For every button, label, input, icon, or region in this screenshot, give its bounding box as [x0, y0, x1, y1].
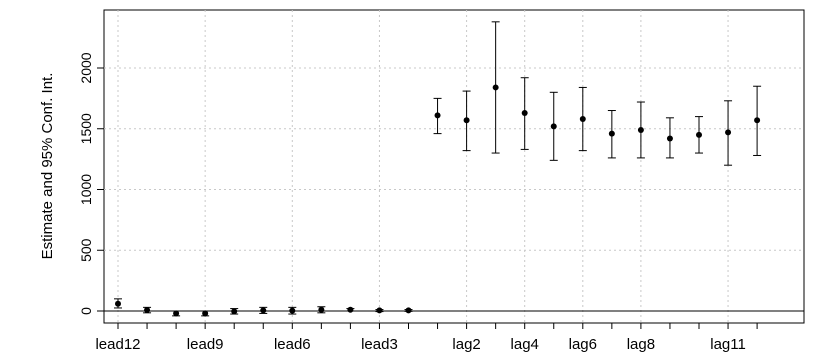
- x-tick-label: lead3: [361, 336, 398, 353]
- y-tick-label: 1000: [78, 174, 94, 205]
- x-tick-label: lag8: [627, 336, 655, 353]
- estimate-point: [579, 116, 586, 123]
- estimate-point: [231, 308, 238, 315]
- y-axis: 0 500 1000 1500 2000: [78, 52, 104, 315]
- estimate-point: [115, 300, 121, 307]
- estimate-point: [289, 307, 296, 314]
- estimate-point: [434, 112, 441, 119]
- x-tick-label: lag11: [710, 336, 746, 353]
- x-tick-label: lag2: [452, 336, 480, 353]
- x-tick-label: lead9: [187, 336, 224, 353]
- points: [115, 84, 761, 317]
- estimate-point: [260, 307, 267, 314]
- estimate-point: [347, 306, 354, 313]
- x-tick-label: lag6: [569, 336, 597, 353]
- estimate-point: [696, 131, 702, 138]
- plot-frame: [103, 9, 805, 324]
- y-tick-label: 2000: [78, 52, 94, 83]
- estimate-point: [202, 310, 209, 317]
- estimate-point: [376, 307, 383, 314]
- y-axis-label: Estimate and 95% Conf. Int.: [39, 73, 56, 260]
- estimate-point: [754, 117, 761, 124]
- estimate-point: [405, 307, 412, 314]
- x-tick-label: lag4: [511, 336, 539, 353]
- estimate-point: [608, 130, 615, 137]
- estimate-point: [144, 307, 151, 314]
- error-bars: [114, 21, 762, 317]
- estimate-point: [550, 123, 557, 130]
- estimate-point: [725, 129, 732, 136]
- estimate-point: [492, 84, 499, 91]
- estimate-point: [521, 109, 528, 116]
- y-tick-label: 500: [78, 238, 94, 262]
- y-tick-label: 0: [78, 307, 94, 315]
- estimate-point: [173, 310, 180, 317]
- estimate-point: [637, 126, 644, 133]
- x-axis: lead12 lead9 lead6 lead3 lag2 lag4 lag6 lag8 lag…: [95, 323, 758, 353]
- x-tick-label: lead6: [274, 336, 311, 353]
- y-tick-label: 1500: [78, 113, 94, 144]
- estimate-point: [318, 306, 325, 313]
- grid: [104, 10, 804, 323]
- estimate-point: [463, 117, 470, 124]
- estimate-point: [666, 135, 673, 142]
- x-tick-label: lead12: [95, 336, 140, 353]
